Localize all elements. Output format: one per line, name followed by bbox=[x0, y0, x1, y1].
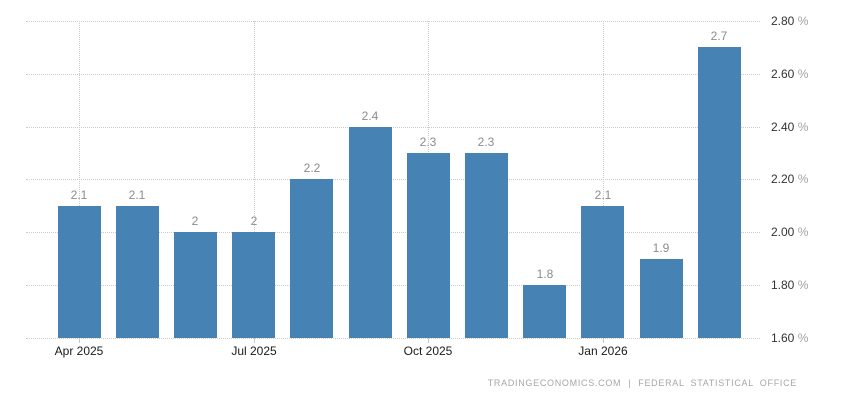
y-axis-label-number: 1.80 bbox=[771, 278, 795, 292]
bar-value-label: 2.3 bbox=[419, 135, 437, 149]
y-axis-label: 2.60 % bbox=[771, 67, 808, 82]
bar-month-6[interactable] bbox=[349, 127, 392, 338]
y-axis-label: 2.80 % bbox=[771, 14, 808, 29]
y-axis-label-unit: % bbox=[794, 172, 809, 186]
attribution-provider: FEDERAL STATISTICAL OFFICE bbox=[638, 378, 797, 388]
y-axis-label: 2.40 % bbox=[771, 120, 808, 135]
horizontal-gridline bbox=[26, 338, 760, 339]
bar-value-label: 2 bbox=[250, 214, 258, 228]
bar-Jan 2026[interactable] bbox=[581, 206, 624, 338]
y-axis-label-unit: % bbox=[794, 331, 809, 345]
y-axis-label-unit: % bbox=[794, 278, 809, 292]
bar-value-label: 2.7 bbox=[710, 29, 728, 43]
y-axis-label-number: 2.60 bbox=[771, 67, 795, 81]
bar-month-12[interactable] bbox=[698, 47, 741, 338]
horizontal-gridline bbox=[26, 74, 760, 75]
vertical-gridline bbox=[79, 21, 80, 338]
x-axis-tick bbox=[254, 338, 255, 343]
bar-value-label: 2.1 bbox=[128, 188, 146, 202]
y-axis-label: 1.60 % bbox=[771, 331, 808, 346]
bar-value-label: 1.9 bbox=[652, 241, 670, 255]
x-axis-tick bbox=[428, 338, 429, 343]
y-axis-label-number: 2.20 bbox=[771, 172, 795, 186]
x-axis-label: Jul 2025 bbox=[231, 344, 277, 358]
bar-month-5[interactable] bbox=[290, 179, 333, 338]
y-axis-label-number: 1.60 bbox=[771, 331, 795, 345]
bar-Apr 2025[interactable] bbox=[58, 206, 101, 338]
x-axis-tick bbox=[603, 338, 604, 343]
x-axis-tick bbox=[79, 338, 80, 343]
attribution-source: TRADINGECONOMICS.COM bbox=[487, 378, 622, 388]
y-axis-label-number: 2.80 bbox=[771, 14, 795, 28]
vertical-gridline bbox=[603, 21, 604, 338]
y-axis-label: 2.00 % bbox=[771, 225, 808, 240]
bar-Jul 2025[interactable] bbox=[232, 232, 275, 338]
x-axis-label: Apr 2025 bbox=[54, 344, 104, 358]
bar-value-label: 2 bbox=[191, 214, 199, 228]
vertical-gridline bbox=[254, 21, 255, 338]
bar-month-9[interactable] bbox=[523, 285, 566, 338]
bar-month-2[interactable] bbox=[116, 206, 159, 338]
y-axis-label-unit: % bbox=[794, 225, 809, 239]
y-axis-label: 1.80 % bbox=[771, 278, 808, 293]
bar-value-label: 2.2 bbox=[303, 161, 321, 175]
y-axis-label-number: 2.00 bbox=[771, 225, 795, 239]
bar-value-label: 1.8 bbox=[536, 267, 554, 281]
x-axis-label: Oct 2025 bbox=[403, 344, 453, 358]
attribution: TRADINGECONOMICS.COM | FEDERAL STATISTICAL… bbox=[488, 378, 797, 388]
bar-value-label: 2.4 bbox=[361, 109, 379, 123]
bar-value-label: 2.3 bbox=[477, 135, 495, 149]
x-axis-label: Jan 2026 bbox=[578, 344, 628, 358]
bar-month-3[interactable] bbox=[174, 232, 217, 338]
y-axis-label-unit: % bbox=[794, 120, 809, 134]
horizontal-gridline bbox=[26, 127, 760, 128]
bar-month-8[interactable] bbox=[465, 153, 508, 338]
y-axis-label: 2.20 % bbox=[771, 172, 808, 187]
horizontal-gridline bbox=[26, 232, 760, 233]
y-axis-label-unit: % bbox=[794, 67, 809, 81]
bar-Oct 2025[interactable] bbox=[407, 153, 450, 338]
y-axis-label-number: 2.40 bbox=[771, 120, 795, 134]
attribution-separator: | bbox=[628, 378, 632, 388]
horizontal-gridline bbox=[26, 21, 760, 22]
bar-month-11[interactable] bbox=[640, 259, 683, 338]
bar-value-label: 2.1 bbox=[70, 188, 88, 202]
bar-value-label: 2.1 bbox=[594, 188, 612, 202]
y-axis-label-unit: % bbox=[794, 14, 809, 28]
horizontal-gridline bbox=[26, 285, 760, 286]
horizontal-gridline bbox=[26, 179, 760, 180]
